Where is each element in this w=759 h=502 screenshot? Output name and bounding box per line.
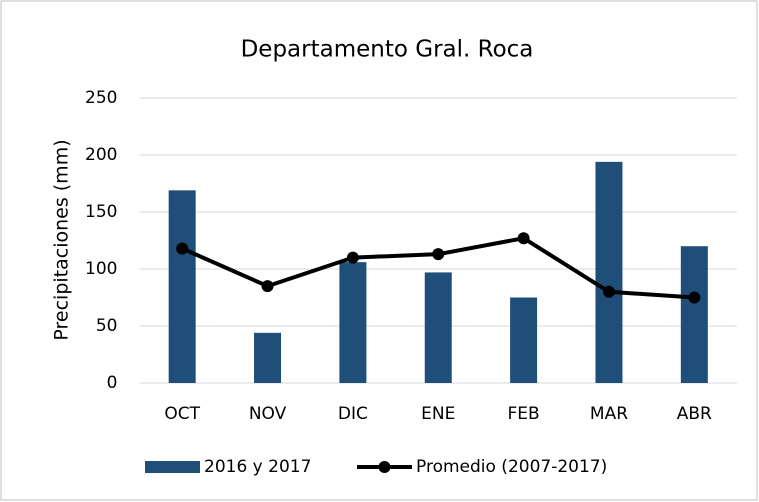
line-marker xyxy=(688,291,701,304)
line-marker xyxy=(346,251,359,264)
bar xyxy=(168,190,196,383)
y-tick-label: 200 xyxy=(85,145,117,165)
y-tick-label: 50 xyxy=(96,316,118,336)
legend-label: Promedio (2007-2017) xyxy=(416,457,607,477)
line-marker xyxy=(517,232,530,245)
y-tick-label: 0 xyxy=(107,373,118,393)
legend-swatch xyxy=(145,461,200,473)
bar xyxy=(680,246,708,383)
line-marker xyxy=(432,248,445,261)
x-tick-label: MAR xyxy=(590,404,628,424)
bar xyxy=(510,297,538,383)
x-tick-label: DIC xyxy=(338,404,368,424)
line-marker xyxy=(261,280,274,293)
x-tick-label: ABR xyxy=(677,404,712,424)
y-axis-label: Precipitaciones (mm) xyxy=(51,139,73,340)
x-tick-label: ENE xyxy=(421,404,455,424)
bar xyxy=(254,332,282,383)
bar xyxy=(595,161,623,383)
x-tick-label: FEB xyxy=(508,404,540,424)
line-marker xyxy=(176,242,189,255)
legend-marker xyxy=(378,461,391,473)
y-tick-label: 100 xyxy=(85,259,117,279)
legend-label: 2016 y 2017 xyxy=(204,457,311,477)
y-tick-label: 150 xyxy=(85,202,117,222)
chart-title: Departamento Gral. Roca xyxy=(241,37,534,63)
x-tick-label: OCT xyxy=(164,404,200,424)
x-tick-label: NOV xyxy=(249,404,287,424)
bar xyxy=(339,262,367,383)
y-tick-label: 250 xyxy=(85,88,117,108)
line-marker xyxy=(602,285,615,298)
bar xyxy=(424,272,452,383)
